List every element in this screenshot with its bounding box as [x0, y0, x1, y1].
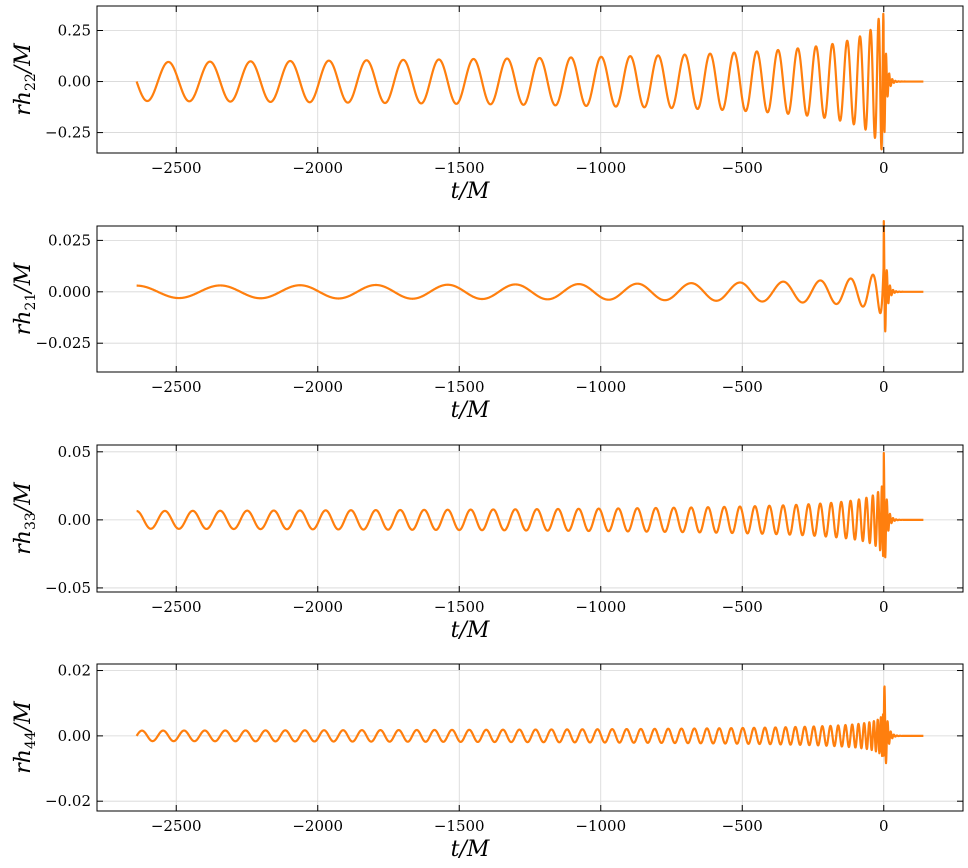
y-tick-label: 0.00 — [58, 73, 91, 91]
panel-h44: −2500 −2000 −1500 −1000 −500 0 −0.02 0.00 0.02 t/… — [11, 662, 964, 862]
y-tick-label: −0.025 — [35, 334, 91, 352]
y-tick-label: 0.05 — [58, 443, 91, 461]
x-axis-label: t/M — [451, 179, 490, 204]
x-tick-label: −2000 — [292, 159, 343, 177]
axes-frame — [96, 5, 964, 154]
x-tick-label: −2500 — [151, 598, 202, 616]
x-tick-label: −1500 — [434, 598, 485, 616]
x-tick-label: −1000 — [575, 159, 626, 177]
x-tick-label: −2000 — [292, 598, 343, 616]
x-tick-label: −500 — [722, 598, 763, 616]
x-axis-label: t/M — [451, 618, 490, 643]
y-tick-label: −0.25 — [45, 124, 91, 142]
x-tick-label: −2000 — [292, 817, 343, 835]
y-axis-label: rh33/M — [11, 482, 39, 555]
x-tick-label: −1000 — [575, 378, 626, 396]
y-axis-label: rh22/M — [11, 43, 39, 116]
series-line — [135, 12, 925, 151]
y-tick-label: −0.02 — [45, 792, 91, 810]
x-tick-label: −2500 — [151, 159, 202, 177]
y-tick-label: −0.05 — [45, 579, 91, 597]
panel-h33: −2500 −2000 −1500 −1000 −500 0 −0.05 0.00 0.05 t/… — [11, 443, 964, 643]
x-tick-label: 0 — [879, 159, 889, 177]
series-line — [135, 685, 925, 765]
axes-frame — [96, 444, 964, 593]
x-tick-label: −2500 — [151, 378, 202, 396]
panel-h22: −2500 −2000 −1500 −1000 −500 0 −0.25 0.00 0.25 t/… — [11, 5, 964, 204]
axes-frame — [96, 225, 964, 373]
panel-h21: −2500 −2000 −1500 −1000 −500 0 −0.025 0.000 0.02… — [11, 219, 964, 423]
x-tick-label: 0 — [879, 817, 889, 835]
series-line — [135, 451, 925, 559]
x-tick-label: −500 — [722, 817, 763, 835]
x-tick-label: −1500 — [434, 817, 485, 835]
series-line — [135, 219, 925, 333]
x-tick-label: 0 — [879, 378, 889, 396]
x-tick-label: −2000 — [292, 378, 343, 396]
x-tick-label: −1500 — [434, 378, 485, 396]
y-tick-label: 0.025 — [48, 231, 91, 249]
y-axis-label: rh21/M — [11, 262, 39, 335]
x-axis-label: t/M — [451, 398, 490, 423]
x-tick-label: −1000 — [575, 817, 626, 835]
x-axis-label: t/M — [451, 837, 490, 862]
x-tick-label: −1000 — [575, 598, 626, 616]
x-tick-label: −2500 — [151, 817, 202, 835]
axes-frame — [96, 663, 964, 812]
x-tick-label: −500 — [722, 378, 763, 396]
y-tick-label: 0.00 — [58, 511, 91, 529]
x-tick-label: −500 — [722, 159, 763, 177]
x-tick-label: −1500 — [434, 159, 485, 177]
y-axis-label: rh44/M — [11, 701, 39, 774]
y-tick-label: 0.00 — [58, 727, 91, 745]
y-tick-label: 0.02 — [58, 662, 91, 680]
y-tick-label: 0.000 — [48, 283, 91, 301]
y-tick-label: 0.25 — [58, 22, 91, 40]
x-tick-label: 0 — [879, 598, 889, 616]
